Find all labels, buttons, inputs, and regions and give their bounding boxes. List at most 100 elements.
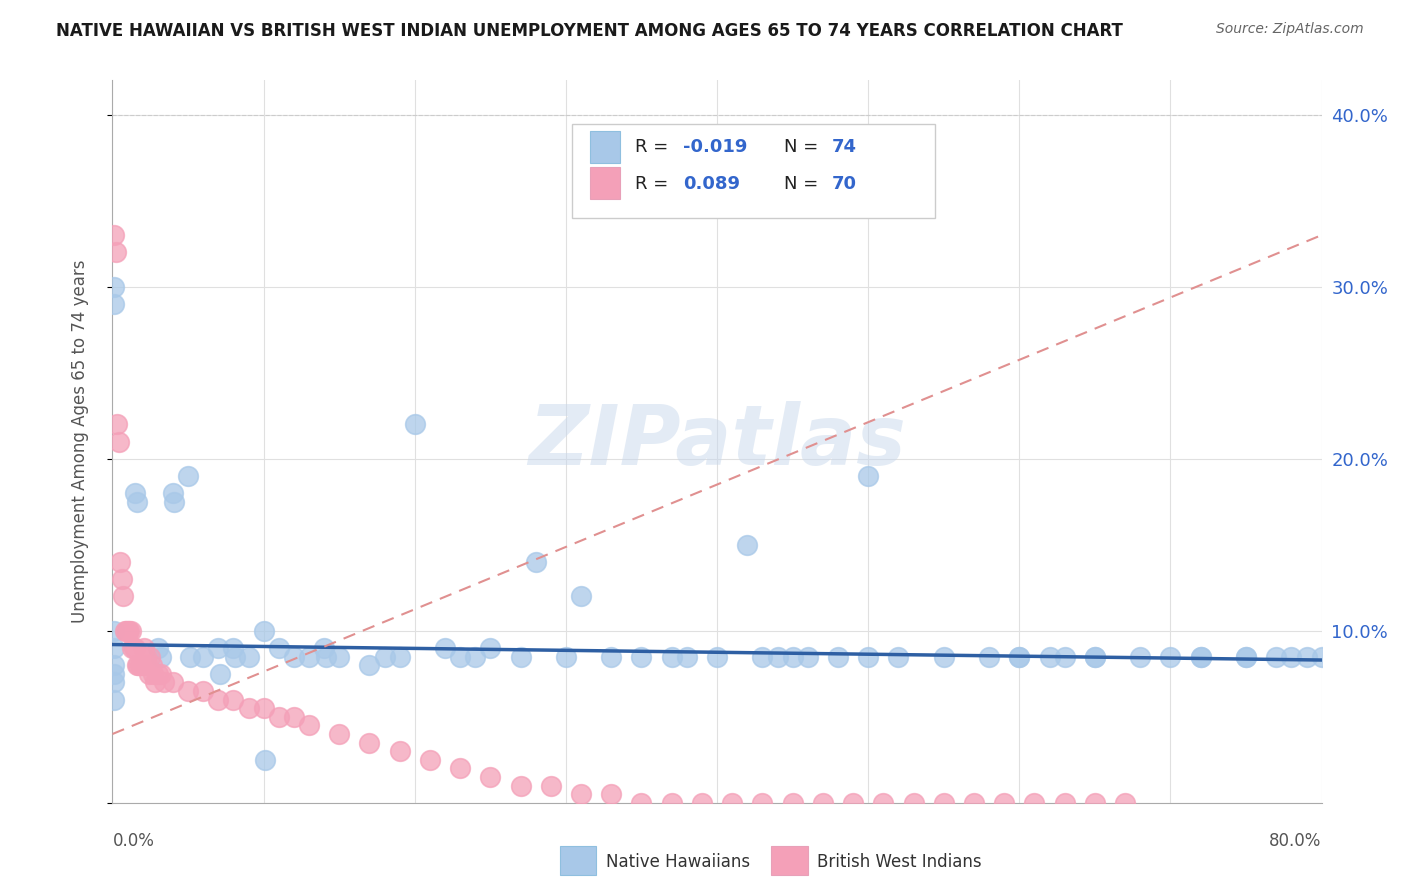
Point — [1053, 796, 1076, 810]
Text: R =: R = — [636, 175, 673, 193]
Point — [963, 796, 986, 810]
Point — [1295, 649, 1317, 664]
Text: ZIPatlas: ZIPatlas — [529, 401, 905, 482]
FancyBboxPatch shape — [591, 167, 620, 200]
Point — [238, 701, 260, 715]
Point — [1084, 649, 1107, 664]
Point — [117, 624, 139, 638]
Point — [1310, 649, 1333, 664]
Point — [315, 649, 337, 664]
Point — [132, 658, 155, 673]
Point — [706, 649, 728, 664]
Point — [141, 658, 163, 673]
Point — [298, 649, 321, 664]
Point — [811, 796, 834, 810]
Point — [110, 572, 132, 586]
Point — [162, 675, 184, 690]
Point — [103, 675, 125, 690]
Point — [419, 753, 441, 767]
Text: 0.089: 0.089 — [683, 175, 740, 193]
Y-axis label: Unemployment Among Ages 65 to 74 years: Unemployment Among Ages 65 to 74 years — [70, 260, 89, 624]
Point — [887, 649, 910, 664]
Text: N =: N = — [783, 175, 824, 193]
Text: -0.019: -0.019 — [683, 138, 748, 156]
Point — [569, 787, 592, 801]
Text: 70: 70 — [832, 175, 856, 193]
Point — [124, 486, 146, 500]
Text: R =: R = — [636, 138, 673, 156]
Point — [267, 640, 290, 655]
Point — [872, 796, 894, 810]
Point — [314, 640, 336, 655]
Point — [1189, 649, 1212, 664]
Point — [524, 555, 547, 569]
Point — [540, 779, 562, 793]
Point — [1084, 796, 1107, 810]
Point — [1129, 649, 1152, 664]
Point — [107, 434, 129, 449]
Point — [149, 666, 172, 681]
Point — [103, 228, 125, 243]
Text: Native Hawaiians: Native Hawaiians — [606, 853, 749, 871]
Point — [128, 658, 150, 673]
Point — [449, 761, 471, 775]
Point — [134, 640, 156, 655]
Point — [600, 649, 623, 664]
Text: 0.0%: 0.0% — [112, 832, 155, 850]
Point — [207, 640, 229, 655]
Point — [129, 658, 152, 673]
Point — [146, 666, 169, 681]
Point — [661, 796, 683, 810]
Point — [191, 649, 214, 664]
Point — [112, 590, 135, 604]
Point — [932, 796, 955, 810]
Point — [177, 684, 200, 698]
Point — [388, 649, 411, 664]
Point — [449, 649, 471, 664]
Point — [298, 718, 321, 732]
Point — [1114, 796, 1136, 810]
Point — [479, 770, 502, 784]
Point — [207, 692, 229, 706]
Point — [569, 590, 592, 604]
Point — [191, 684, 214, 698]
Point — [630, 796, 652, 810]
Point — [856, 649, 880, 664]
Point — [114, 624, 136, 638]
Point — [254, 753, 277, 767]
Point — [856, 469, 880, 483]
Point — [374, 649, 396, 664]
Point — [554, 649, 576, 664]
Point — [479, 640, 502, 655]
Point — [124, 640, 146, 655]
Point — [1024, 796, 1046, 810]
Point — [135, 649, 157, 664]
Point — [782, 649, 804, 664]
Text: N =: N = — [783, 138, 824, 156]
Point — [675, 649, 697, 664]
Point — [121, 640, 143, 655]
Point — [103, 279, 125, 293]
Point — [208, 666, 231, 681]
Point — [138, 666, 160, 681]
Point — [1265, 649, 1288, 664]
Point — [103, 658, 125, 673]
Point — [125, 658, 148, 673]
Point — [136, 658, 159, 673]
Point — [630, 649, 652, 664]
Point — [1279, 649, 1302, 664]
Point — [108, 555, 131, 569]
Text: Source: ZipAtlas.com: Source: ZipAtlas.com — [1216, 22, 1364, 37]
Point — [120, 624, 142, 638]
Point — [328, 727, 350, 741]
Point — [103, 624, 125, 638]
FancyBboxPatch shape — [572, 124, 935, 218]
Point — [1189, 649, 1212, 664]
Point — [115, 624, 138, 638]
FancyBboxPatch shape — [772, 847, 808, 875]
Point — [105, 417, 128, 432]
Point — [283, 710, 305, 724]
Point — [509, 649, 531, 664]
Point — [179, 649, 201, 664]
Point — [827, 649, 849, 664]
